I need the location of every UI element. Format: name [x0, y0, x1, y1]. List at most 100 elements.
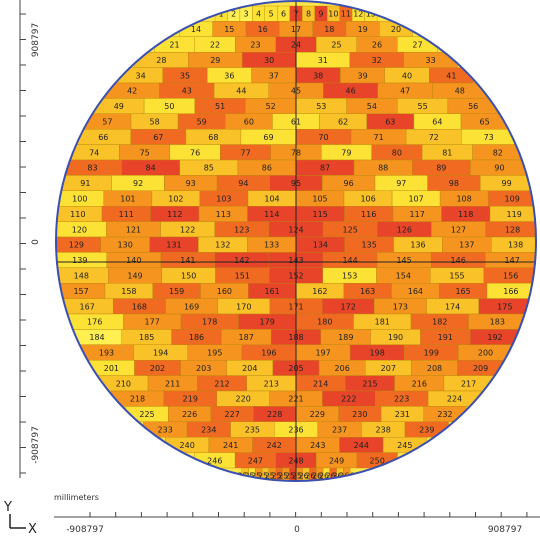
- die-number: 56: [468, 102, 478, 111]
- die-number: 132: [215, 241, 230, 250]
- die-number: 79: [341, 148, 351, 157]
- die-number: 64: [432, 118, 442, 127]
- y-tick-label-bottom: -908797: [31, 426, 41, 464]
- die-number: 38: [313, 71, 323, 80]
- die-number: 6: [281, 10, 286, 19]
- die-number: 19: [358, 25, 368, 34]
- die-number: 234: [201, 426, 216, 435]
- die-number: 159: [169, 287, 184, 296]
- die-number: 23: [250, 41, 260, 50]
- die-number: 231: [395, 410, 410, 419]
- die-number: 257: [278, 472, 293, 481]
- die-number: 21: [169, 41, 179, 50]
- die-number: 187: [239, 333, 254, 342]
- die-number: 57: [102, 118, 112, 127]
- die-number: 179: [260, 318, 275, 327]
- die-number: 169: [184, 302, 199, 311]
- die-number: 63: [385, 118, 395, 127]
- die-number: 15: [224, 25, 234, 34]
- die-number: 253: [251, 472, 266, 481]
- die-number: 48: [455, 87, 465, 96]
- die-number: 105: [312, 195, 327, 204]
- die-number: 66: [98, 133, 108, 142]
- die-number: 184: [89, 333, 104, 342]
- die-number: 109: [505, 195, 520, 204]
- die-number: 259: [292, 472, 307, 481]
- die-number: 90: [494, 164, 504, 173]
- die-number: 254: [258, 472, 273, 481]
- die-number: 16: [258, 25, 268, 34]
- die-number: 115: [313, 210, 328, 219]
- die-number: 243: [310, 441, 325, 450]
- die-number: 194: [153, 349, 168, 358]
- die-number: 103: [216, 195, 231, 204]
- die-number: 210: [116, 379, 131, 388]
- die-number: 92: [133, 179, 143, 188]
- die-number: 71: [374, 133, 384, 142]
- die-number: 235: [245, 426, 260, 435]
- die-number: 104: [264, 195, 279, 204]
- die-number: 62: [338, 118, 348, 127]
- die-number: 174: [445, 302, 460, 311]
- die-number: 46: [346, 87, 356, 96]
- die-number: 162: [312, 287, 327, 296]
- die-number: 101: [120, 195, 135, 204]
- die-number: 82: [493, 148, 503, 157]
- die-number: 142: [234, 256, 249, 265]
- die-number: 161: [264, 287, 279, 296]
- die-number: 34: [136, 71, 146, 80]
- die-number: 130: [118, 241, 133, 250]
- die-number: 113: [216, 210, 231, 219]
- die-number: 237: [332, 426, 347, 435]
- die-number: 167: [80, 302, 95, 311]
- die-number: 75: [140, 148, 150, 157]
- die-number: 215: [362, 379, 377, 388]
- die-number: 199: [424, 349, 439, 358]
- die-number: 52: [266, 102, 276, 111]
- die-number: 94: [238, 179, 248, 188]
- die-number: 30: [264, 56, 274, 65]
- die-number: 233: [158, 426, 173, 435]
- die-number: 5: [269, 10, 274, 19]
- die-number: 80: [392, 148, 402, 157]
- die-number: 107: [408, 195, 423, 204]
- axis-letter-y: Y: [3, 500, 12, 515]
- die-number: 255: [265, 472, 280, 481]
- die-number: 25: [331, 41, 341, 50]
- y-tick-label-mid: 0: [31, 239, 41, 245]
- die-number: 127: [451, 225, 466, 234]
- die-number: 36: [224, 71, 234, 80]
- die-number: 28: [156, 56, 166, 65]
- die-number: 43: [182, 87, 192, 96]
- die-number: 226: [182, 410, 197, 419]
- die-number: 74: [89, 148, 99, 157]
- x-axis: -908797 0 908797 millimeters: [54, 493, 540, 535]
- y-axis-ticks: [20, 13, 26, 474]
- die-number: 116: [361, 210, 376, 219]
- die-number: 112: [167, 210, 182, 219]
- die-number: 258: [285, 472, 300, 481]
- die-number: 131: [166, 241, 181, 250]
- die-number: 91: [80, 179, 90, 188]
- die-number: 11: [341, 10, 351, 19]
- die-number: 165: [455, 287, 470, 296]
- die-number: 144: [342, 256, 357, 265]
- die-number: 229: [310, 410, 325, 419]
- die-number: 141: [180, 256, 195, 265]
- die-number: 153: [342, 272, 357, 281]
- die-number: 214: [313, 379, 328, 388]
- die-number: 129: [69, 241, 84, 250]
- die-number: 177: [145, 318, 160, 327]
- die-number: 146: [451, 256, 466, 265]
- die-number: 133: [264, 241, 279, 250]
- die-number: 256: [271, 472, 286, 481]
- y-axis: 908797 0 -908797: [19, 0, 41, 478]
- die-number: 216: [412, 379, 427, 388]
- die-number: 183: [490, 318, 505, 327]
- die-number: 201: [104, 364, 119, 373]
- die-number: 76: [190, 148, 200, 157]
- die-number: 108: [456, 195, 471, 204]
- die-number: 149: [127, 272, 142, 281]
- die-number: 186: [189, 333, 204, 342]
